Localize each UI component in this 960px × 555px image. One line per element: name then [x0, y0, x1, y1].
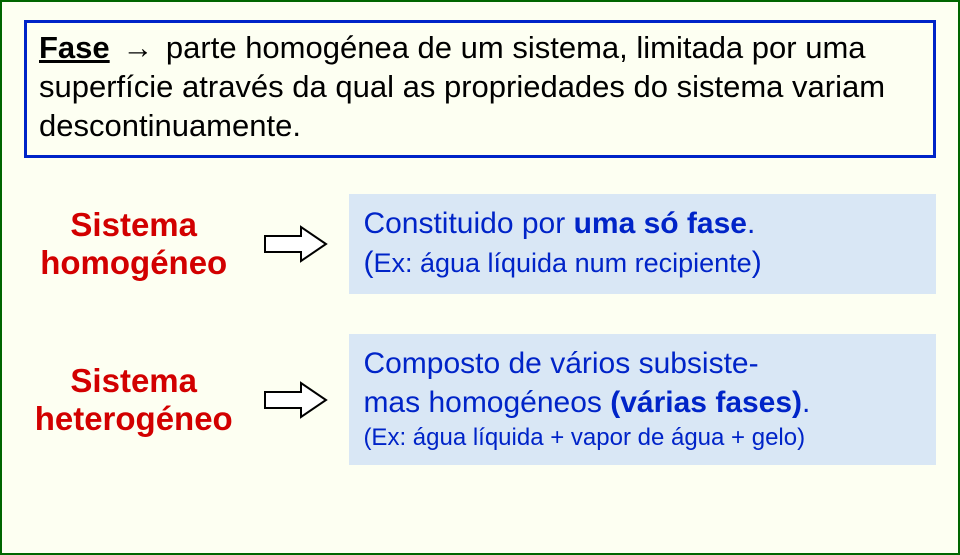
- slide-root: Fase → parte homogénea de um sistema, li…: [0, 0, 960, 555]
- heterog-line2: mas homogéneos (várias fases).: [363, 383, 922, 422]
- arrow-icon: [263, 380, 329, 420]
- fase-label: Fase: [39, 30, 110, 65]
- homog-line1: Constituido por uma só fase.: [363, 204, 922, 243]
- heterog-line2-bold: (várias fases): [610, 386, 802, 419]
- heterog-line2-prefix: mas homogéneos: [363, 386, 610, 419]
- homog-ex-close: ): [752, 246, 762, 279]
- homog-title-line1: Sistema: [24, 206, 243, 244]
- homogeneous-row: Sistema homogéneo Constituido por uma só…: [24, 194, 936, 294]
- heterogeneous-box: Composto de vários subsiste- mas homogén…: [349, 334, 936, 465]
- right-arrow-glyph: →: [118, 30, 157, 65]
- homogeneous-title: Sistema homogéneo: [24, 206, 243, 282]
- homog-line1-suffix: .: [747, 207, 755, 240]
- homog-ex-text: Ex: água líquida num recipiente: [373, 248, 751, 278]
- homog-line1-bold: uma só fase: [574, 207, 747, 240]
- homogeneous-box: Constituido por uma só fase. (Ex: água l…: [349, 194, 936, 294]
- homog-ex-open: (: [363, 246, 373, 279]
- definition-text: parte homogénea de um sistema, limitada …: [39, 30, 885, 143]
- heterogeneous-row: Sistema heterogéneo Composto de vários s…: [24, 334, 936, 465]
- heterog-title-line1: Sistema: [24, 362, 243, 400]
- heterogeneous-title: Sistema heterogéneo: [24, 362, 243, 438]
- arrow-icon: [263, 224, 329, 264]
- heterog-line2-suffix: .: [802, 386, 810, 419]
- heterog-line1: Composto de vários subsiste-: [363, 344, 922, 383]
- heterog-example: (Ex: água líquida + vapor de água + gelo…: [363, 422, 922, 453]
- definition-box: Fase → parte homogénea de um sistema, li…: [24, 20, 936, 158]
- heterog-title-line2: heterogéneo: [24, 400, 243, 438]
- homog-line1-prefix: Constituido por: [363, 207, 573, 240]
- homog-example: (Ex: água líquida num recipiente): [363, 243, 922, 282]
- homog-title-line2: homogéneo: [24, 244, 243, 282]
